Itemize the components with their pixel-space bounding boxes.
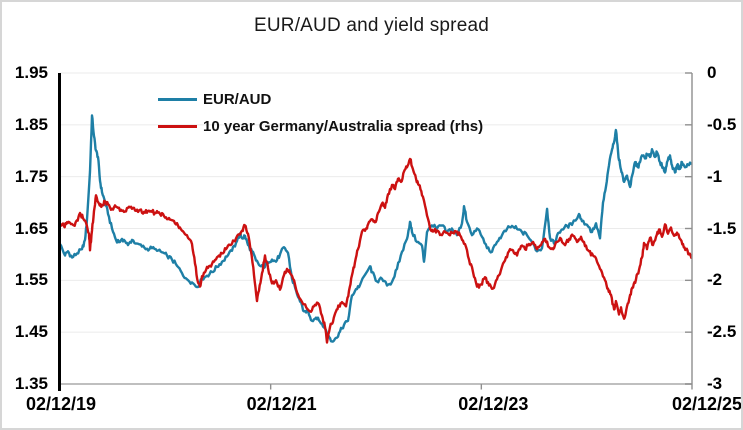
left-axis-tick-label: 1.85 — [14, 114, 48, 134]
right-axis-tick-label: -2 — [707, 270, 723, 290]
legend-item-eur-aud: EUR/AUD — [158, 90, 483, 109]
right-axis-tick-label: -2.5 — [707, 322, 737, 342]
legend: EUR/AUD 10 year Germany/Australia spread… — [158, 90, 483, 144]
legend-line-spread-icon — [158, 125, 197, 128]
right-axis-tick-label: -0.5 — [707, 114, 737, 134]
x-axis-tick-label: 02/12/25 — [671, 394, 743, 414]
left-axis-tick-label: 1.35 — [14, 374, 48, 393]
series-line-spread — [58, 157, 693, 344]
left-axis-tick-label: 1.65 — [14, 218, 48, 238]
left-axis-tick-label: 1.55 — [14, 270, 48, 290]
series-line-eur-aud — [58, 114, 693, 343]
x-axis-tick-label: 02/12/19 — [25, 394, 97, 414]
left-axis-tick-label: 1.95 — [14, 63, 48, 82]
right-axis-tick-label: -1.5 — [707, 218, 737, 238]
right-axis-tick-label: -3 — [707, 374, 723, 393]
left-axis-tick-label: 1.45 — [14, 322, 48, 342]
right-axis-tick-label: -1 — [707, 166, 723, 186]
chart-title: EUR/AUD and yield spread — [253, 15, 490, 36]
legend-label-spread: 10 year Germany/Australia spread (rhs) — [203, 118, 484, 135]
legend-line-eur-aud-icon — [158, 98, 197, 101]
x-axis-tick-label: 02/12/21 — [246, 394, 317, 414]
right-axis-tick-label: 0 — [707, 63, 717, 82]
left-axis-tick-label: 1.75 — [14, 166, 48, 186]
legend-item-spread: 10 year Germany/Australia spread (rhs) — [158, 117, 483, 136]
legend-label-eur-aud: EUR/AUD — [203, 91, 272, 108]
x-axis-tick-label: 02/12/23 — [458, 394, 529, 414]
